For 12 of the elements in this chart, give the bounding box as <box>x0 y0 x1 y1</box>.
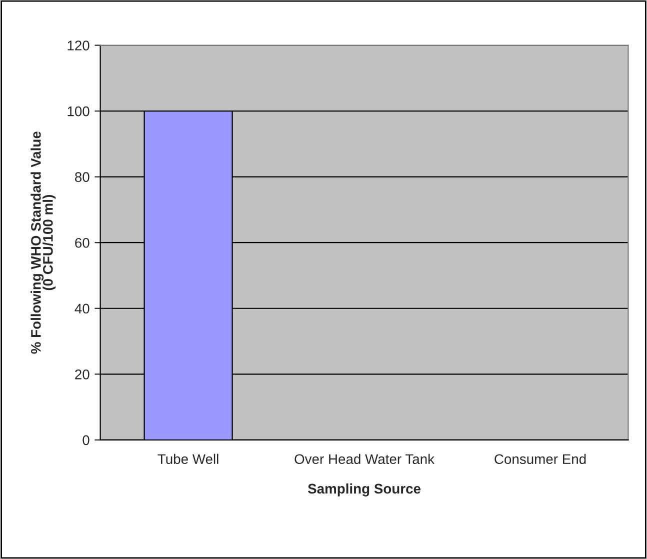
x-tick-label: Consumer End <box>494 454 586 464</box>
y-tick-label: 80 <box>75 172 90 182</box>
x-axis-title: Sampling Source <box>308 483 421 496</box>
x-tick-label: Tube Well <box>158 454 218 464</box>
y-tick-label: 0 <box>82 435 90 446</box>
y-tick-label: 120 <box>68 40 90 50</box>
y-tick-label: 100 <box>68 106 90 116</box>
y-tick-label: 60 <box>75 238 90 248</box>
y-tick-label: 40 <box>74 304 90 314</box>
y-tick-label: 20 <box>75 369 90 380</box>
y-axis-title: % Following WHO Standard Value (0 CFU/100 ml) <box>30 132 56 354</box>
x-tick-label: Over Head Water Tank <box>294 454 435 464</box>
